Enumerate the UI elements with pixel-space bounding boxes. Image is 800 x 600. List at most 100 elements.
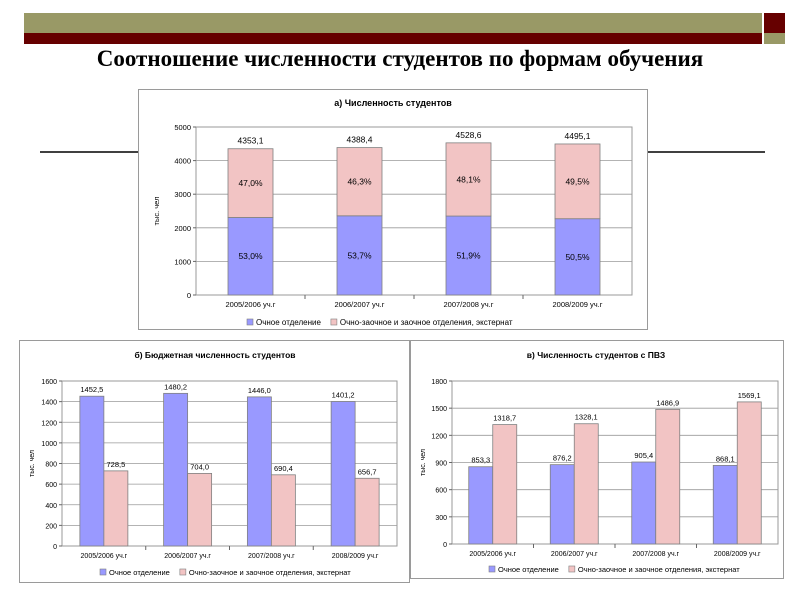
chart-title: б) Бюджетная численность студентов xyxy=(134,350,295,360)
divider-line-left xyxy=(40,151,138,153)
legend-entry: Очно-заочное и заочное отделения, экстер… xyxy=(340,318,513,327)
y-tick-label: 1200 xyxy=(41,420,57,427)
header-corner-square-top xyxy=(764,13,785,33)
bar-value-label: 1569,1 xyxy=(738,391,761,400)
legend-swatch xyxy=(488,565,496,573)
bar-value-label: 704,0 xyxy=(190,462,209,471)
legend-swatch xyxy=(330,318,338,326)
bar-segment-label: 51,9% xyxy=(456,251,481,261)
header-corner-square-bottom xyxy=(764,33,785,44)
y-tick-label: 1000 xyxy=(41,441,57,448)
bar-value-label: 905,4 xyxy=(634,451,653,460)
legend-entry: Очно-заочное и заочное отделения, экстер… xyxy=(189,568,351,577)
bar-value-label: 1486,9 xyxy=(656,398,679,407)
bar xyxy=(330,401,356,547)
bar xyxy=(163,392,189,547)
x-tick-label: 2005/2006 уч.г xyxy=(225,300,275,309)
bar-value-label: 868,1 xyxy=(716,454,735,463)
header-maroon-band xyxy=(24,33,762,44)
chart-budget-students: б) Бюджетная численность студентов 0 200 40… xyxy=(19,340,410,583)
page-title: Соотношение численности студентов по фор… xyxy=(96,46,704,71)
y-tick-label: 1200 xyxy=(431,433,447,440)
bar-value-label: 728,5 xyxy=(106,460,125,469)
y-axis-label: тыс. чел xyxy=(152,197,161,226)
bar-value-label: 656,7 xyxy=(358,467,377,476)
bar-total-label: 4388,4 xyxy=(347,135,373,145)
bar-segment xyxy=(554,143,601,220)
header-olive-band xyxy=(24,13,762,33)
bar-value-label: 853,3 xyxy=(471,456,490,465)
bar xyxy=(187,472,213,547)
bar xyxy=(270,474,296,547)
bar-segment-label: 46,3% xyxy=(347,177,372,187)
y-tick-label: 800 xyxy=(45,462,57,469)
chart-title: в) Численность студентов с ПВЗ xyxy=(527,350,665,360)
chart-svg: в) Численность студентов с ПВЗ 0 300 600 900… xyxy=(420,350,779,574)
y-tick-label: 400 xyxy=(45,503,57,510)
bar-segment xyxy=(445,142,492,217)
bar-segment xyxy=(554,218,601,296)
y-tick-label: 1800 xyxy=(431,379,447,386)
y-axis-label: тыс. чел xyxy=(420,449,427,476)
x-tick-label: 2007/2008 уч.г xyxy=(443,300,493,309)
y-tick-label: 0 xyxy=(187,291,191,300)
x-tick-label: 2008/2009 уч.г xyxy=(552,300,602,309)
bar xyxy=(631,461,657,545)
y-tick-label: 4000 xyxy=(174,157,191,166)
x-tick-label: 2007/2008 уч.г xyxy=(632,551,679,558)
legend-entry: Очное отделение xyxy=(256,318,321,327)
bar-segment xyxy=(445,215,492,296)
bar xyxy=(736,401,762,545)
legend-entry: Очно-заочное и заочное отделения, экстер… xyxy=(578,565,740,574)
bar-value-label: 1446,0 xyxy=(248,386,271,395)
y-tick-label: 3000 xyxy=(174,190,191,199)
bar-value-label: 1480,2 xyxy=(164,382,187,391)
y-tick-label: 1600 xyxy=(41,379,57,386)
legend-swatch xyxy=(568,565,576,573)
bar xyxy=(103,470,129,547)
bar-segment-label: 50,5% xyxy=(565,252,590,262)
bar-total-label: 4353,1 xyxy=(238,136,264,146)
bar-value-label: 1401,2 xyxy=(332,391,355,400)
legend-swatch xyxy=(99,568,107,576)
legend-entry: Очное отделение xyxy=(498,565,559,574)
bar-segment-label: 53,0% xyxy=(238,251,263,261)
bar xyxy=(712,464,738,545)
y-tick-label: 200 xyxy=(45,523,57,530)
y-tick-label: 900 xyxy=(435,461,447,468)
bar xyxy=(354,477,380,547)
chart-students-with-fees: в) Численность студентов с ПВЗ 0 300 600 900… xyxy=(410,340,784,579)
chart-svg: б) Бюджетная численность студентов 0 200 40… xyxy=(29,350,398,577)
y-tick-label: 1000 xyxy=(174,257,191,266)
bar-total-label: 4495,1 xyxy=(565,131,591,141)
bar-segment-label: 47,0% xyxy=(238,178,263,188)
bar xyxy=(655,408,681,545)
x-tick-label: 2008/2009 уч.г xyxy=(332,553,379,560)
bar-segment-label: 53,7% xyxy=(347,250,372,260)
y-tick-label: 0 xyxy=(53,544,57,551)
bar-value-label: 876,2 xyxy=(553,454,572,463)
x-tick-label: 2005/2006 уч.г xyxy=(81,553,128,560)
bar xyxy=(246,396,272,547)
bar xyxy=(549,464,575,545)
bar-segment-label: 49,5% xyxy=(565,176,590,186)
bar-segment xyxy=(227,148,274,218)
bar-segment-label: 48,1% xyxy=(456,174,481,184)
y-tick-label: 0 xyxy=(443,542,447,549)
bar xyxy=(492,424,518,545)
chart-svg: а) Численность студентов 0 1000 2000 3000 400… xyxy=(152,98,633,327)
y-tick-label: 5000 xyxy=(174,123,191,132)
y-tick-label: 600 xyxy=(45,482,57,489)
x-tick-label: 2006/2007 уч.г xyxy=(334,300,384,309)
legend-swatch xyxy=(246,318,254,326)
y-tick-label: 1400 xyxy=(41,400,57,407)
x-tick-label: 2007/2008 уч.г xyxy=(248,553,295,560)
y-tick-label: 600 xyxy=(435,488,447,495)
x-tick-label: 2006/2007 уч.г xyxy=(164,553,211,560)
legend-entry: Очное отделение xyxy=(109,568,170,577)
x-tick-label: 2005/2006 уч.г xyxy=(469,551,516,558)
bar xyxy=(79,395,105,547)
bar-value-label: 1328,1 xyxy=(575,413,598,422)
legend-swatch xyxy=(179,568,187,576)
y-tick-label: 300 xyxy=(435,515,447,522)
